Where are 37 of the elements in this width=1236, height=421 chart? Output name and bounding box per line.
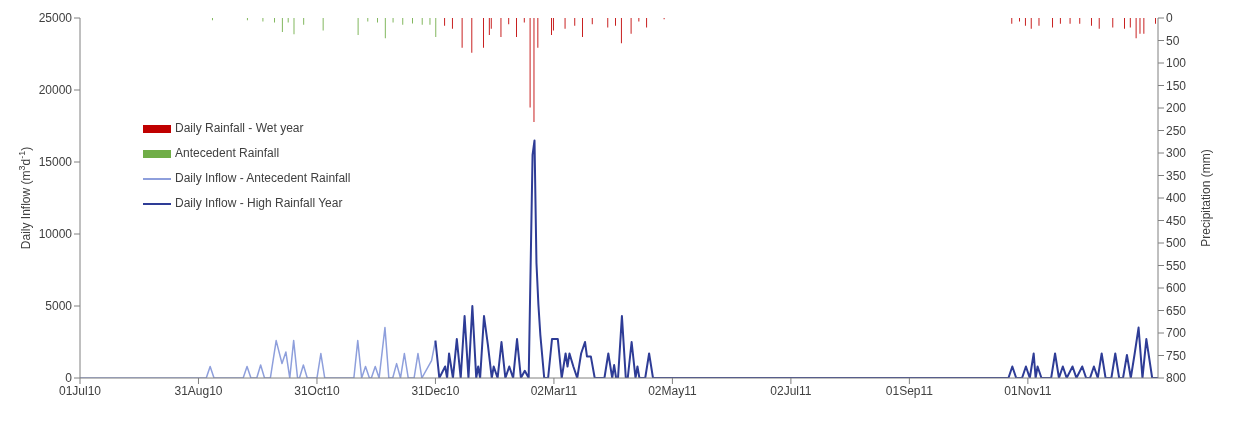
y2-axis-title: Precipitation (mm) bbox=[1199, 149, 1213, 247]
x-tick-label: 02May11 bbox=[648, 383, 697, 398]
x-tick-label: 02Jul11 bbox=[770, 383, 812, 398]
y-tick-label: 5000 bbox=[45, 299, 73, 314]
y2-tick-label: 250 bbox=[1166, 123, 1187, 138]
x-tick-label: 31Oct10 bbox=[294, 383, 340, 398]
y2-tick-label: 700 bbox=[1166, 326, 1187, 341]
x-tick-label: 31Dec10 bbox=[411, 383, 460, 398]
y2-tick-label: 300 bbox=[1166, 146, 1187, 161]
y2-tick-label: 550 bbox=[1166, 258, 1187, 273]
x-tick-label: 01Jul10 bbox=[58, 383, 102, 398]
y2-tick-label: 500 bbox=[1166, 236, 1187, 251]
legend-label: Daily Inflow - Antecedent Rainfall bbox=[175, 170, 351, 187]
legend-label: Antecedent Rainfall bbox=[175, 145, 280, 162]
y2-tick-label: 400 bbox=[1166, 191, 1187, 206]
x-tick-label: 31Aug10 bbox=[174, 383, 223, 398]
y-tick-label: 10000 bbox=[38, 227, 73, 242]
legend-label: Daily Rainfall - Wet year bbox=[175, 120, 304, 137]
y-tick-label: 15000 bbox=[38, 155, 73, 170]
y2-tick-label: 650 bbox=[1166, 303, 1187, 318]
y2-tick-label: 200 bbox=[1166, 101, 1187, 116]
x-tick-label: 01Nov11 bbox=[1004, 383, 1052, 398]
legend-label: Daily Inflow - High Rainfall Year bbox=[175, 195, 343, 212]
y2-tick-label: 100 bbox=[1166, 56, 1187, 71]
y2-tick-label: 0 bbox=[1166, 11, 1173, 26]
y-tick-label: 0 bbox=[65, 371, 73, 386]
y-tick-label: 25000 bbox=[38, 11, 73, 26]
y2-tick-label: 50 bbox=[1166, 33, 1180, 48]
x-tick-label: 01Sep11 bbox=[885, 383, 934, 398]
y2-tick-label: 350 bbox=[1166, 168, 1187, 183]
x-tick-label: 02Mar11 bbox=[530, 383, 578, 398]
y2-tick-label: 750 bbox=[1166, 348, 1187, 363]
y2-tick-label: 600 bbox=[1166, 281, 1187, 296]
y2-tick-label: 150 bbox=[1166, 78, 1187, 93]
y-tick-label: 20000 bbox=[38, 83, 73, 98]
y2-tick-label: 450 bbox=[1166, 213, 1187, 228]
y2-tick-label: 800 bbox=[1166, 371, 1187, 386]
